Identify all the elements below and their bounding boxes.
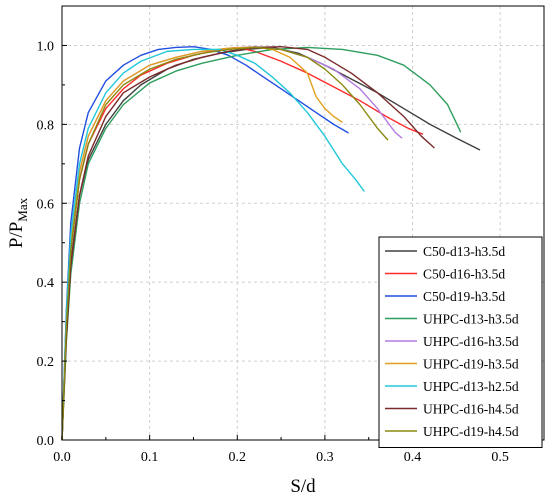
legend-label: C50-d16-h3.5d — [423, 267, 505, 282]
legend-label: UHPC-d19-h3.5d — [423, 357, 519, 372]
series-line-4 — [61, 46, 462, 441]
legend-label: UHPC-d16-h4.5d — [423, 402, 519, 417]
x-axis-title: S/d — [290, 476, 316, 497]
x-tick-label: 0.2 — [229, 450, 247, 465]
series-line-7 — [61, 48, 365, 441]
legend-label: UHPC-d16-h3.5d — [423, 334, 519, 349]
legend-label: UHPC-d19-h4.5d — [423, 424, 519, 439]
y-tick-label: 0.2 — [37, 355, 55, 370]
plot-frame — [61, 5, 545, 441]
y-tick-label: 0.4 — [37, 276, 55, 291]
x-tick-label: 0.5 — [491, 450, 509, 465]
legend: C50-d13-h3.5d C50-d16-h3.5d C50-d19-h3.5d U… — [378, 236, 543, 448]
x-tick-label: 0.1 — [141, 450, 159, 465]
y-axis: 0.0 0.2 0.4 0.6 0.8 1.0 — [37, 39, 67, 449]
legend-label: C50-d19-h3.5d — [423, 289, 505, 304]
x-axis: 0.0 0.1 0.2 0.3 0.4 0.5 — [53, 435, 509, 465]
series-lines — [61, 45, 481, 441]
series-line-9 — [61, 46, 389, 441]
y-tick-label: 0.6 — [37, 197, 55, 212]
series-line-2 — [61, 46, 424, 441]
y-axis-title: P/PMax — [6, 197, 30, 248]
legend-label: UHPC-d13-h2.5d — [423, 379, 519, 394]
y-tick-label: 0.8 — [37, 118, 55, 133]
y-axis-title-subscript: Max — [15, 197, 30, 221]
x-tick-label: 0.0 — [53, 450, 71, 465]
legend-label: C50-d13-h3.5d — [423, 244, 505, 259]
grid-lines — [62, 6, 544, 440]
x-tick-label: 0.3 — [316, 450, 334, 465]
series-line-8 — [61, 45, 435, 441]
y-axis-title-main: P/P — [6, 222, 27, 248]
series-line-6 — [61, 46, 343, 441]
y-tick-label: 1.0 — [37, 39, 55, 54]
y-tick-label: 0.0 — [37, 434, 55, 449]
legend-label: UHPC-d13-h3.5d — [423, 312, 519, 327]
legend-box — [378, 236, 543, 448]
x-tick-label: 0.4 — [404, 450, 422, 465]
